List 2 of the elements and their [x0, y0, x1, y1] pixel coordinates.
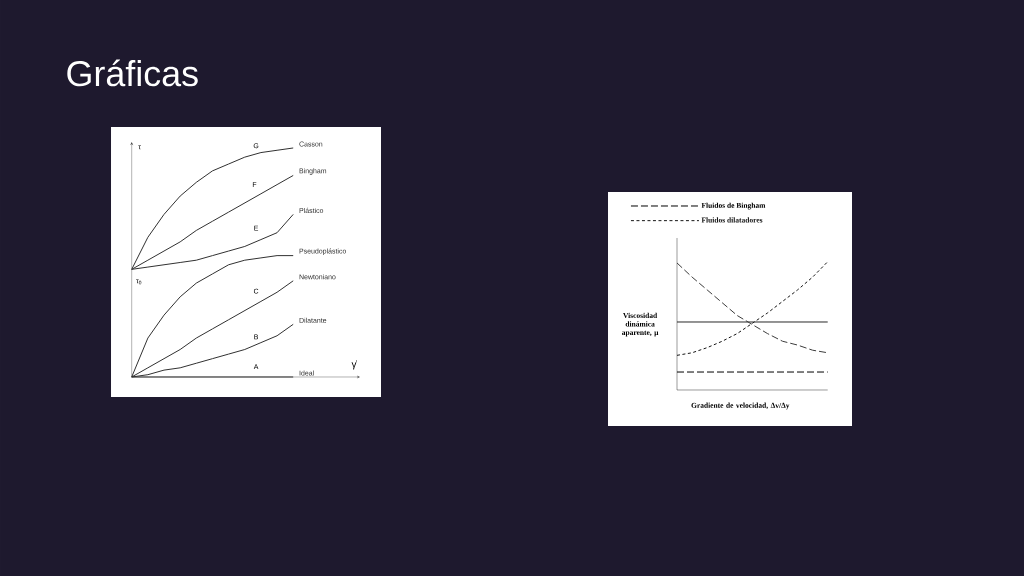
x-axis-title: γ̇ [351, 360, 357, 370]
chart-title: Gráficas [67, 59, 198, 87]
